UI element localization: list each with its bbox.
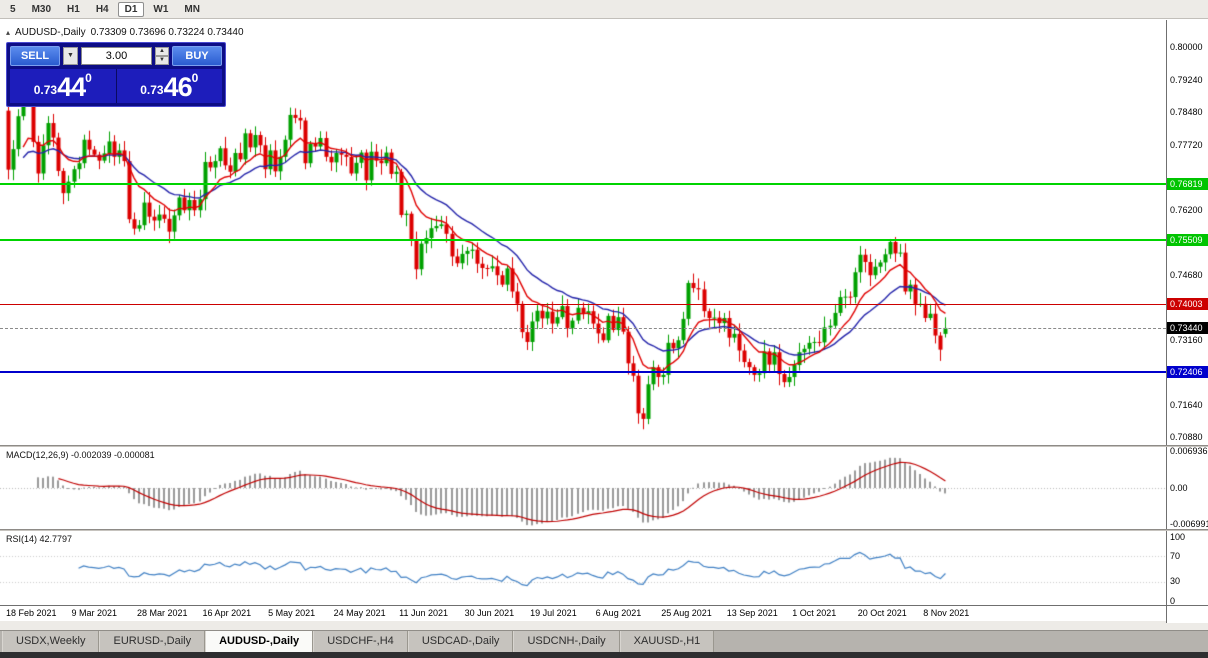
status-filler — [0, 621, 1208, 630]
rsi-axis-tick: 30 — [1170, 576, 1181, 587]
macd-rsi-splitter[interactable] — [0, 529, 1208, 531]
date-label: 9 Mar 2021 — [71, 608, 118, 618]
price-level-badge: 0.76819 — [1167, 177, 1208, 190]
trade-controls-row: SELL ▼ ▲ ▼ BUY — [10, 46, 222, 66]
timeframe-button-5[interactable]: 5 — [10, 3, 16, 15]
price-axis-tick: 0.77720 — [1170, 139, 1203, 150]
volume-down-icon[interactable]: ▼ — [155, 56, 169, 65]
volume-stepper: ▲ ▼ — [155, 47, 169, 65]
chart-tab-usdchf[interactable]: USDCHF-,H4 — [313, 631, 408, 652]
sell-price-prefix: 0.73 — [33, 83, 58, 97]
date-label: 11 Jun 2021 — [399, 608, 448, 618]
buy-button[interactable]: BUY — [172, 46, 222, 66]
price-level-badge: 0.74003 — [1167, 298, 1208, 311]
rsi-axis-tick: 70 — [1170, 550, 1181, 561]
date-label: 6 Aug 2021 — [595, 608, 642, 618]
date-label: 24 May 2021 — [333, 608, 386, 618]
sell-button[interactable]: SELL — [10, 46, 60, 66]
rsi-label: RSI(14) 42.7797 — [6, 534, 73, 544]
one-click-toggle-icon[interactable]: ▴ — [6, 28, 11, 37]
timeframe-button-h1[interactable]: H1 — [67, 3, 80, 15]
time-axis[interactable]: 18 Feb 2021 9 Mar 2021 28 Mar 2021 16 Apr 2… — [0, 607, 1166, 621]
date-label: 30 Jun 2021 — [464, 608, 515, 618]
date-label: 5 May 2021 — [268, 608, 316, 618]
price-axis-tick: 0.74680 — [1170, 269, 1203, 280]
price-axis-tick: 0.71640 — [1170, 399, 1203, 410]
chart-ohlc-header: ▴ AUDUSD-,Daily 0.73309 0.73696 0.73224 … — [6, 27, 244, 38]
date-label: 18 Feb 2021 — [6, 608, 57, 618]
date-label: 13 Sep 2021 — [726, 608, 778, 618]
price-axis[interactable]: 0.80000 0.79240 0.78480 0.77720 0.76200 0.746… — [1166, 20, 1208, 623]
sell-price-pip-digit: 0 — [85, 71, 92, 85]
volume-dropdown-icon[interactable]: ▼ — [63, 47, 78, 65]
one-click-trading-panel: SELL ▼ ▲ ▼ BUY 0.73 44 0 0.73 46 0 — [6, 42, 226, 107]
price-axis-tick: 0.70880 — [1170, 432, 1203, 443]
sell-price-big-digits: 44 — [57, 72, 86, 102]
price-axis-tick: 0.79240 — [1170, 74, 1203, 85]
timeframe-button-m30[interactable]: M30 — [31, 3, 52, 15]
price-axis-tick: 0.80000 — [1170, 42, 1203, 53]
rsi-axis-tick: 0 — [1170, 595, 1176, 606]
chart-tab-usdcnh[interactable]: USDCNH-,Daily — [513, 631, 620, 652]
chart-tab-eurusd[interactable]: EURUSD-,Daily — [99, 631, 206, 652]
date-label: 28 Mar 2021 — [137, 608, 188, 618]
macd-axis-tick: 0.006936 — [1170, 445, 1208, 456]
timeframe-button-h4[interactable]: H4 — [95, 3, 109, 15]
price-level-badge: 0.73440 — [1167, 322, 1208, 335]
date-label: 1 Oct 2021 — [792, 608, 837, 618]
macd-axis-tick: -0.006991 — [1170, 519, 1208, 530]
timeframe-toolbar: 5 M30 H1 H4 D1 W1 MN — [0, 0, 1208, 19]
buy-price-big-digits: 46 — [163, 72, 193, 102]
buy-price-pip-digit: 0 — [191, 71, 199, 85]
date-label: 16 Apr 2021 — [202, 608, 252, 618]
timeframe-button-w1[interactable]: W1 — [153, 3, 169, 15]
date-label: 25 Aug 2021 — [661, 608, 712, 618]
date-label: 20 Oct 2021 — [857, 608, 907, 618]
rsi-indicator-canvas[interactable] — [0, 531, 1166, 605]
date-label: 8 Nov 2021 — [923, 608, 970, 618]
sell-price-display[interactable]: 0.73 44 0 — [10, 69, 117, 103]
price-axis-tick: 0.78480 — [1170, 107, 1203, 118]
price-macd-splitter[interactable] — [0, 445, 1208, 447]
timeframe-button-mn[interactable]: MN — [184, 3, 200, 15]
date-label: 19 Jul 2021 — [530, 608, 577, 618]
buy-price-display[interactable]: 0.73 46 0 — [116, 69, 222, 103]
macd-indicator-canvas[interactable] — [0, 447, 1166, 529]
price-axis-tick: 0.76200 — [1170, 204, 1203, 215]
price-axis-tick: 0.73160 — [1170, 334, 1203, 345]
buy-price-prefix: 0.73 — [140, 83, 164, 97]
time-axis-line — [0, 605, 1208, 606]
volume-up-icon[interactable]: ▲ — [155, 47, 169, 56]
macd-axis-tick: 0.00 — [1170, 482, 1188, 493]
price-level-badge: 0.72406 — [1167, 366, 1208, 379]
timeframe-button-d1[interactable]: D1 — [117, 1, 145, 17]
chart-tab-usdcad[interactable]: USDCAD-,Daily — [407, 631, 514, 652]
macd-label: MACD(12,26,9) -0.002039 -0.000081 — [6, 450, 155, 460]
window-bottom-edge — [0, 652, 1208, 658]
chart-symbol-period: AUDUSD-,Daily — [15, 27, 86, 38]
chart-tab-usdx[interactable]: USDX,Weekly — [2, 631, 100, 652]
price-level-badge: 0.75509 — [1167, 233, 1208, 246]
chart-ohlc-values: 0.73309 0.73696 0.73224 0.73440 — [90, 27, 244, 38]
chart-tab-xauusd[interactable]: XAUUSD-,H1 — [619, 631, 715, 652]
volume-input[interactable] — [81, 47, 152, 65]
chart-tab-bar: USDX,Weekly EURUSD-,Daily AUDUSD-,Daily USD… — [0, 630, 1208, 652]
rsi-axis-tick: 100 — [1170, 531, 1186, 542]
trade-prices-row: 0.73 44 0 0.73 46 0 — [10, 69, 222, 103]
chart-tab-audusd[interactable]: AUDUSD-,Daily — [205, 631, 314, 652]
